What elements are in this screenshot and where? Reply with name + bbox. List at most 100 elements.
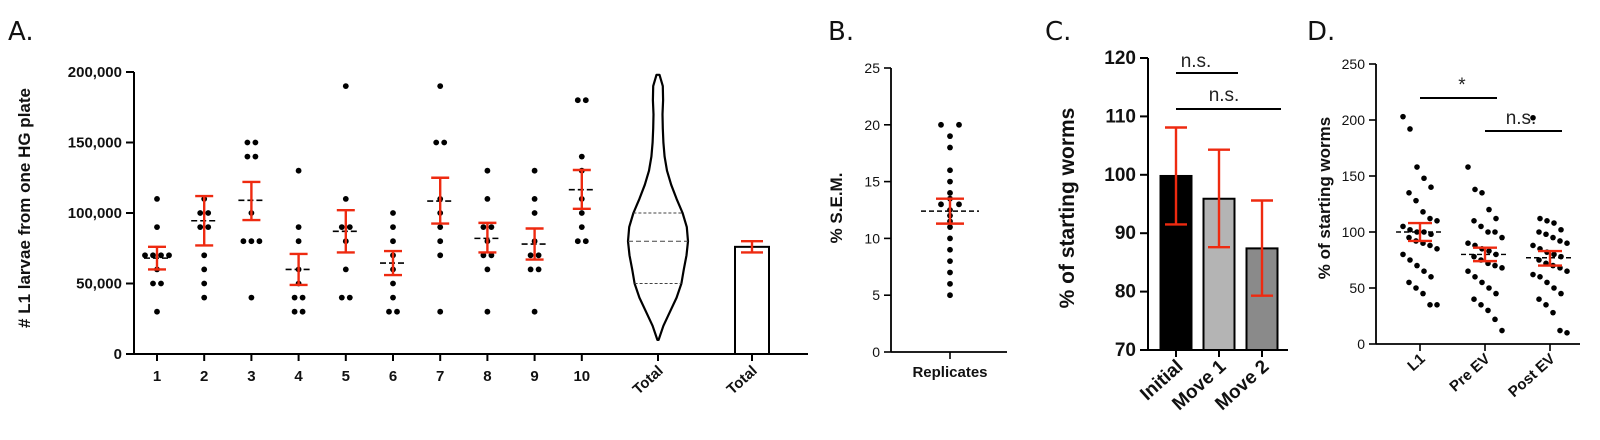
panel-a-xtick-label: 4 xyxy=(294,368,303,385)
panel-a-point xyxy=(437,238,444,245)
panel-a-point xyxy=(244,139,251,146)
panel-d-point xyxy=(1492,229,1498,235)
panel-a-point xyxy=(256,238,263,245)
panel-b-ytick-label: 25 xyxy=(864,60,880,76)
panel-b-xtick-label: Replicates xyxy=(912,364,987,381)
panel-d-point xyxy=(1420,209,1426,215)
panel-a-ylabel: # L1 larvae from one HG plate xyxy=(15,88,34,328)
panel-a-point xyxy=(488,224,495,231)
panel-b-point xyxy=(947,246,953,253)
panel-c-ytick-label: 70 xyxy=(1115,340,1136,361)
panel-b-point xyxy=(947,235,953,242)
panel-d-point xyxy=(1536,229,1542,235)
panel-d-point xyxy=(1472,274,1478,280)
panel-c-bar xyxy=(1159,174,1193,351)
panel-a-point xyxy=(154,308,160,315)
panel-d-point xyxy=(1479,190,1485,196)
panel-d-point xyxy=(1557,238,1563,244)
panel-d-point xyxy=(1406,234,1412,241)
panel-a-xtick-label: 1 xyxy=(153,368,161,385)
panel-d-point xyxy=(1537,274,1543,280)
panel-d-point xyxy=(1420,290,1426,297)
panel-d-point xyxy=(1428,231,1434,238)
panel-d-point xyxy=(1427,242,1433,249)
panel-d-point xyxy=(1406,190,1412,196)
panel-d-point xyxy=(1472,186,1478,193)
panel-a-point xyxy=(201,280,208,287)
panel-d-point xyxy=(1558,226,1564,233)
panel-d-point xyxy=(1428,274,1434,280)
panel-d-point xyxy=(1564,330,1570,336)
panel-a-point xyxy=(166,252,172,259)
panel-a-xtick-label: 7 xyxy=(436,368,444,385)
panel-a-ytick-label: 50,000 xyxy=(76,276,122,293)
panel-a-point xyxy=(252,139,259,146)
panel-a-point xyxy=(437,224,444,231)
panel-a-point xyxy=(205,210,212,216)
panel-a-xtick-label: 8 xyxy=(483,368,491,385)
panel-a-xtick-label: 2 xyxy=(200,368,208,385)
panel-d-ytick-label: 0 xyxy=(1357,336,1365,352)
panel-a-total-bar xyxy=(734,245,770,355)
panel-d-point xyxy=(1485,307,1491,314)
panel-b-point xyxy=(956,121,962,128)
panel-a-point xyxy=(342,266,349,273)
panel-d-point xyxy=(1486,285,1492,291)
panel-a-point xyxy=(578,153,585,160)
panel-a-point xyxy=(142,252,148,259)
panel-c-ytick-label: 90 xyxy=(1115,223,1136,244)
panel-d-point xyxy=(1536,257,1542,263)
panel-d-point xyxy=(1564,240,1570,246)
panel-d-point xyxy=(1530,242,1536,249)
panel-a-point xyxy=(390,280,396,287)
panel-d-point xyxy=(1551,285,1557,291)
panel-d-point xyxy=(1428,184,1434,190)
panel-a-ytick-label: 100,000 xyxy=(68,205,122,222)
panel-c-ytick-label: 100 xyxy=(1104,165,1136,186)
panel-d-point xyxy=(1537,215,1543,222)
panel-d-point xyxy=(1543,231,1549,238)
panel-a-point xyxy=(484,196,491,202)
panel-d-point xyxy=(1544,279,1550,286)
panel-d-point xyxy=(1407,126,1413,132)
panel-d-point xyxy=(1400,113,1406,120)
panel-a-point xyxy=(291,308,298,315)
panel-b-point xyxy=(947,190,953,196)
panel-a-point xyxy=(295,238,302,245)
panel-b-ytick-label: 5 xyxy=(872,287,880,303)
panel-d-point xyxy=(1427,215,1433,222)
panel-d-point xyxy=(1493,290,1499,297)
panel-d-point xyxy=(1558,253,1564,260)
panel-c-ylabel: % of starting worms xyxy=(1056,108,1079,309)
panel-b-point xyxy=(938,201,944,208)
panel-d-point xyxy=(1407,257,1413,263)
panel-d-point xyxy=(1434,302,1440,308)
panel-a-point xyxy=(535,252,542,259)
panel-b-ytick-label: 0 xyxy=(872,344,880,360)
panel-a-point xyxy=(154,224,160,231)
panel-d-point xyxy=(1499,265,1505,271)
panel-d-point xyxy=(1564,268,1570,275)
panel-d-point xyxy=(1486,206,1492,213)
panel-a-point xyxy=(437,308,444,315)
panel-d-ylabel: % of starting worms xyxy=(1315,117,1334,279)
panel-a-point xyxy=(150,280,156,287)
panel-a-point xyxy=(248,238,255,245)
panel-d-point xyxy=(1407,226,1413,233)
panel-d-point xyxy=(1427,302,1433,308)
panel-c-annotation-2: n.s. xyxy=(1209,85,1240,106)
panel-a-point xyxy=(248,294,255,301)
panel-a-violin xyxy=(626,73,690,341)
panel-b-label: B. xyxy=(828,17,854,47)
panel-c-label: C. xyxy=(1045,17,1071,47)
panel-d-point xyxy=(1536,296,1542,303)
panel-d-point xyxy=(1530,271,1536,278)
panel-d-point xyxy=(1530,114,1536,121)
panel-a-point xyxy=(390,224,396,231)
panel-d-point xyxy=(1471,253,1477,260)
panel-d-point xyxy=(1406,279,1412,286)
panel-a-point xyxy=(252,153,259,160)
panel-a-point xyxy=(390,294,396,301)
